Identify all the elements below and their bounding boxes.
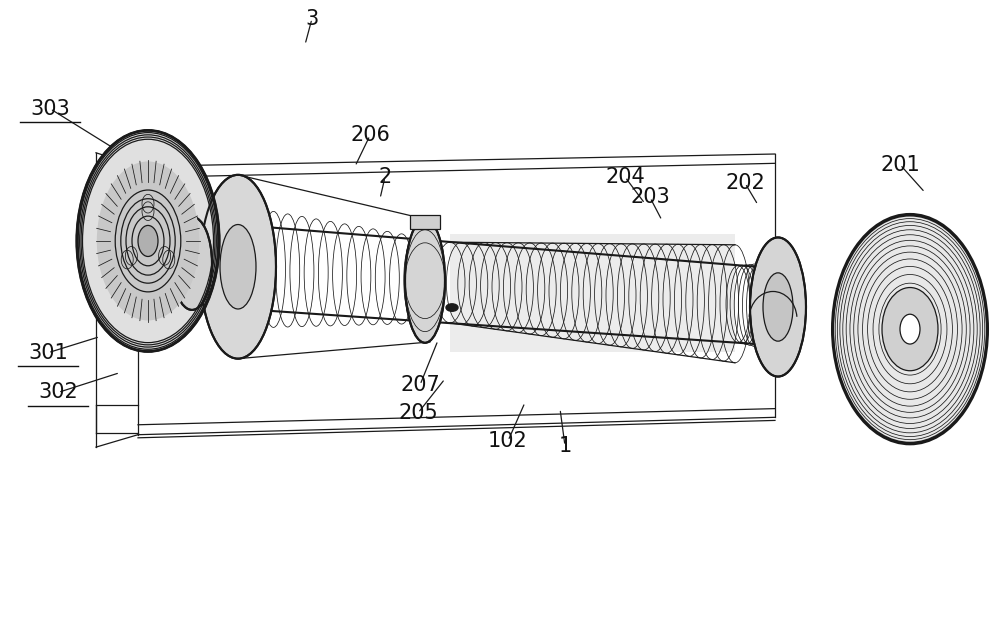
Ellipse shape [900,314,920,344]
Text: 206: 206 [350,125,390,145]
Text: 3: 3 [305,9,319,29]
Text: 102: 102 [488,431,528,451]
Ellipse shape [220,225,256,309]
Ellipse shape [97,161,199,320]
Ellipse shape [763,273,793,341]
Text: 202: 202 [725,173,765,193]
Text: 203: 203 [630,188,670,207]
Text: 207: 207 [400,375,440,395]
Text: 303: 303 [30,99,70,119]
Text: 302: 302 [38,383,78,402]
Ellipse shape [77,130,219,351]
Text: 205: 205 [398,403,438,423]
FancyBboxPatch shape [450,234,735,352]
Ellipse shape [200,175,276,359]
Ellipse shape [172,217,212,310]
Ellipse shape [832,214,988,444]
Text: 2: 2 [378,167,392,187]
Text: 301: 301 [28,343,68,363]
Ellipse shape [750,237,806,376]
Ellipse shape [138,225,158,256]
Circle shape [446,304,458,311]
Text: 201: 201 [880,155,920,175]
Text: 204: 204 [605,167,645,187]
Ellipse shape [882,288,938,371]
FancyBboxPatch shape [410,215,440,229]
Text: 1: 1 [558,436,572,456]
Ellipse shape [405,219,445,343]
